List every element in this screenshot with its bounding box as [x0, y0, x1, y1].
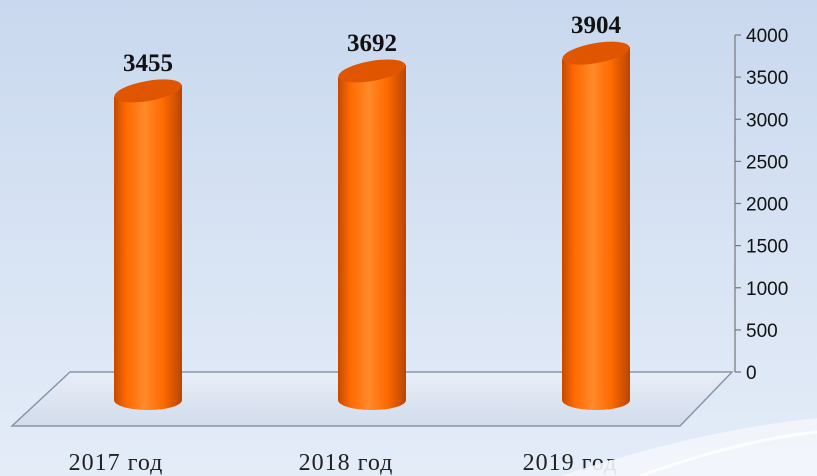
y-tick-label: 1000: [746, 279, 788, 300]
bar: 3904: [562, 12, 630, 410]
bar: 3692: [338, 30, 406, 410]
y-tick-label: 0: [746, 363, 757, 384]
y-tick-label: 1500: [746, 237, 788, 258]
y-tick-label: 2000: [746, 195, 788, 216]
bar-value-label: 3904: [571, 12, 622, 39]
bar-value-label: 3455: [123, 50, 173, 77]
bar-body: [114, 84, 182, 410]
bar-top: [338, 59, 406, 83]
x-category-label: 2017 год: [69, 450, 164, 476]
y-axis-ticks: 0 500 1000 1500 2000 2500 3000 3500 4000: [735, 26, 788, 384]
category-labels: 2017 год 2018 год 2019 год: [69, 450, 617, 476]
bar-body: [562, 47, 630, 410]
x-category-label: 2018 год: [299, 450, 394, 476]
y-tick-label: 4000: [746, 26, 788, 47]
y-tick-label: 2500: [746, 152, 788, 173]
bar-body: [338, 64, 406, 410]
bar-value-label: 3692: [347, 30, 397, 57]
y-tick-label: 3000: [746, 110, 788, 131]
bar-top: [114, 79, 182, 103]
y-tick-label: 3500: [746, 68, 788, 89]
bar: 3455: [114, 50, 182, 410]
bar-top: [562, 41, 630, 65]
bars-group: 3455 3692 3904: [114, 12, 630, 410]
y-tick-label: 500: [746, 321, 778, 342]
